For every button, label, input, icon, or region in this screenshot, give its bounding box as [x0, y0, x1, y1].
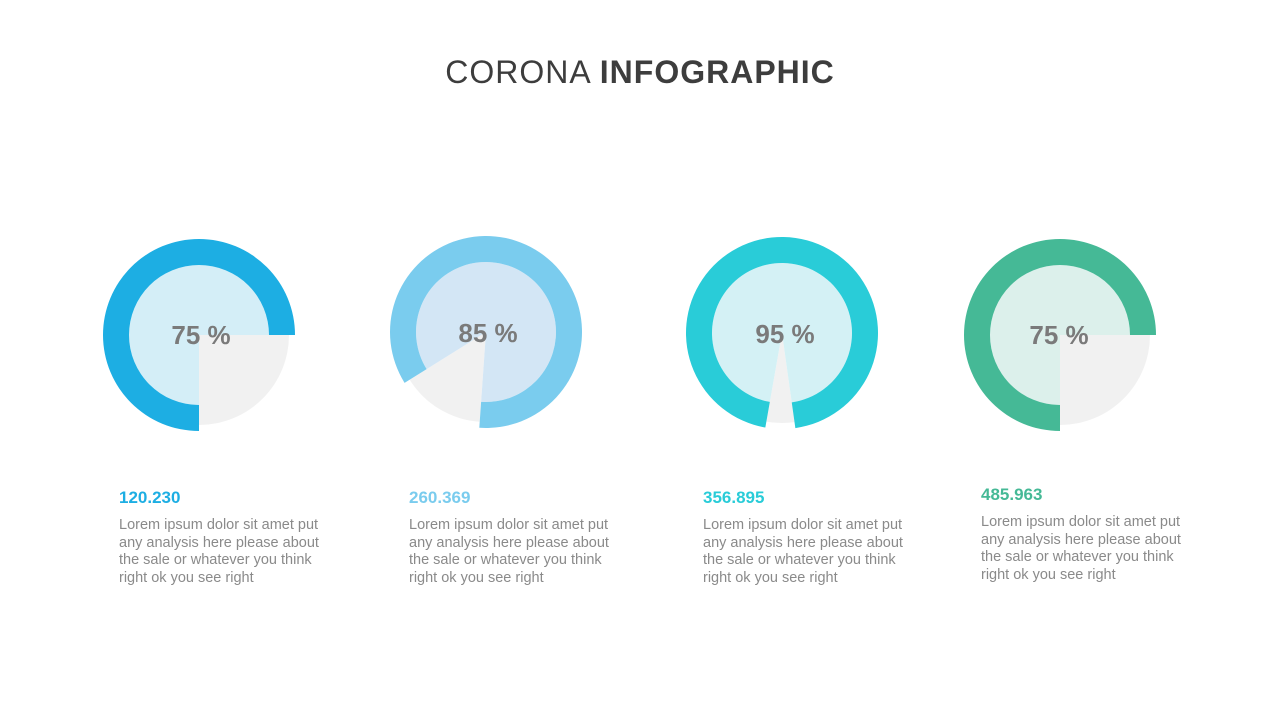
stat-value-4: 485.963: [981, 485, 1043, 504]
percent-label: 85 %: [458, 318, 517, 348]
donut-2: 85 %: [390, 235, 582, 428]
stat-value-3: 356.895: [703, 488, 765, 507]
stat-value-1: 120.230: [119, 488, 181, 507]
inner-fill: [990, 265, 1130, 405]
donut-3: 95 %: [686, 237, 878, 429]
title-light: CORONA: [445, 54, 590, 90]
percent-label: 75 %: [1029, 320, 1088, 350]
remainder-slice: [199, 335, 289, 425]
stat-description-4: Lorem ipsum dolor sit amet put any analy…: [981, 514, 1181, 583]
stat-card-3: 356.895 Lorem ipsum dolor sit amet put a…: [703, 487, 903, 587]
donut-4: 75 %: [964, 239, 1156, 431]
remainder-slice: [1060, 335, 1150, 425]
remainder-slice: [766, 333, 795, 423]
stat-card-4: 485.963 Lorem ipsum dolor sit amet put a…: [981, 484, 1181, 584]
inner-fill: [129, 265, 269, 405]
stat-description-3: Lorem ipsum dolor sit amet put any analy…: [703, 517, 903, 586]
remainder-slice: [409, 332, 486, 422]
stat-description-2: Lorem ipsum dolor sit amet put any analy…: [409, 517, 609, 586]
percent-label: 95 %: [755, 319, 814, 349]
inner-fill: [416, 262, 556, 402]
donut-1: 75 %: [103, 239, 295, 431]
inner-fill: [711, 263, 852, 403]
stat-description-1: Lorem ipsum dolor sit amet put any analy…: [119, 517, 319, 586]
percent-label: 75 %: [171, 320, 230, 350]
title-bold: INFOGRAPHIC: [599, 54, 835, 90]
page-title: CORONA INFOGRAPHIC: [0, 52, 1280, 92]
stat-value-2: 260.369: [409, 488, 471, 507]
stat-card-1: 120.230 Lorem ipsum dolor sit amet put a…: [119, 487, 319, 587]
stat-card-2: 260.369 Lorem ipsum dolor sit amet put a…: [409, 487, 609, 587]
